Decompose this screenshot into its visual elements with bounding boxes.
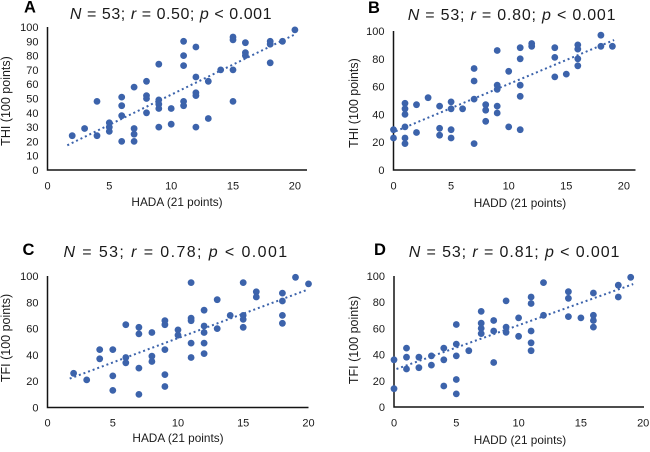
svg-text:15: 15 <box>560 181 572 193</box>
svg-text:100: 100 <box>20 271 38 283</box>
svg-text:20: 20 <box>302 418 314 430</box>
svg-text:20: 20 <box>618 181 630 193</box>
svg-text:10: 10 <box>26 151 38 163</box>
svg-text:20: 20 <box>26 136 38 148</box>
svg-text:80: 80 <box>372 54 384 66</box>
svg-text:10: 10 <box>172 418 184 430</box>
svg-text:B: B <box>368 0 380 17</box>
svg-text:5: 5 <box>453 418 459 430</box>
svg-text:N = 53; r = 0.50; p < 0.001: N = 53; r = 0.50; p < 0.001 <box>70 6 272 23</box>
svg-text:80: 80 <box>26 51 38 63</box>
svg-text:10: 10 <box>165 181 177 193</box>
svg-text:40: 40 <box>26 108 38 120</box>
svg-text:N = 53; r = 0.78; p < 0.001: N = 53; r = 0.78; p < 0.001 <box>63 244 288 261</box>
svg-text:5: 5 <box>110 418 116 430</box>
svg-text:40: 40 <box>373 350 385 362</box>
svg-text:HADD (21 points): HADD (21 points) <box>474 196 567 210</box>
svg-text:0: 0 <box>32 403 38 415</box>
svg-text:10: 10 <box>503 181 515 193</box>
svg-text:20: 20 <box>373 376 385 388</box>
svg-text:50: 50 <box>26 94 38 106</box>
svg-text:100: 100 <box>367 271 385 283</box>
svg-text:HADA (21 points): HADA (21 points) <box>132 431 223 445</box>
svg-text:60: 60 <box>372 82 384 94</box>
svg-text:5: 5 <box>106 181 112 193</box>
svg-text:0: 0 <box>44 181 50 193</box>
svg-text:40: 40 <box>372 109 384 121</box>
svg-text:0: 0 <box>32 165 38 177</box>
svg-text:0: 0 <box>378 165 384 177</box>
svg-text:20: 20 <box>26 376 38 388</box>
svg-text:N = 53; r = 0.80; p < 0.001: N = 53; r = 0.80; p < 0.001 <box>408 7 617 24</box>
svg-text:N = 53; r = 0.81; p < 0.001: N = 53; r = 0.81; p < 0.001 <box>409 244 621 261</box>
svg-text:TFI (100 points): TFI (100 points) <box>0 294 13 382</box>
svg-text:100: 100 <box>366 26 384 38</box>
svg-text:20: 20 <box>637 418 649 430</box>
svg-text:60: 60 <box>26 324 38 336</box>
svg-text:60: 60 <box>373 323 385 335</box>
svg-text:5: 5 <box>448 181 454 193</box>
svg-text:THI (100 points): THI (100 points) <box>347 58 361 148</box>
svg-text:A: A <box>24 0 36 17</box>
svg-text:15: 15 <box>237 418 249 430</box>
svg-text:15: 15 <box>227 181 239 193</box>
svg-text:30: 30 <box>26 122 38 134</box>
svg-text:0: 0 <box>391 418 397 430</box>
svg-text:20: 20 <box>289 181 301 193</box>
svg-text:80: 80 <box>26 297 38 309</box>
svg-text:90: 90 <box>26 36 38 48</box>
svg-text:80: 80 <box>373 297 385 309</box>
svg-text:0: 0 <box>390 181 396 193</box>
svg-text:HADA (21 points): HADA (21 points) <box>131 195 222 209</box>
svg-text:60: 60 <box>26 79 38 91</box>
svg-text:D: D <box>374 241 386 259</box>
svg-text:0: 0 <box>44 418 50 430</box>
svg-text:40: 40 <box>26 350 38 362</box>
svg-text:10: 10 <box>512 418 524 430</box>
svg-text:100: 100 <box>20 22 38 34</box>
svg-text:20: 20 <box>372 137 384 149</box>
svg-text:THI (100 points): THI (100 points) <box>0 56 13 146</box>
svg-text:TFI (100 points): TFI (100 points) <box>347 296 361 384</box>
svg-text:C: C <box>23 241 35 259</box>
svg-text:15: 15 <box>575 418 587 430</box>
svg-text:0: 0 <box>379 402 385 414</box>
svg-text:70: 70 <box>26 65 38 77</box>
svg-text:HADD (21 points): HADD (21 points) <box>474 433 567 447</box>
